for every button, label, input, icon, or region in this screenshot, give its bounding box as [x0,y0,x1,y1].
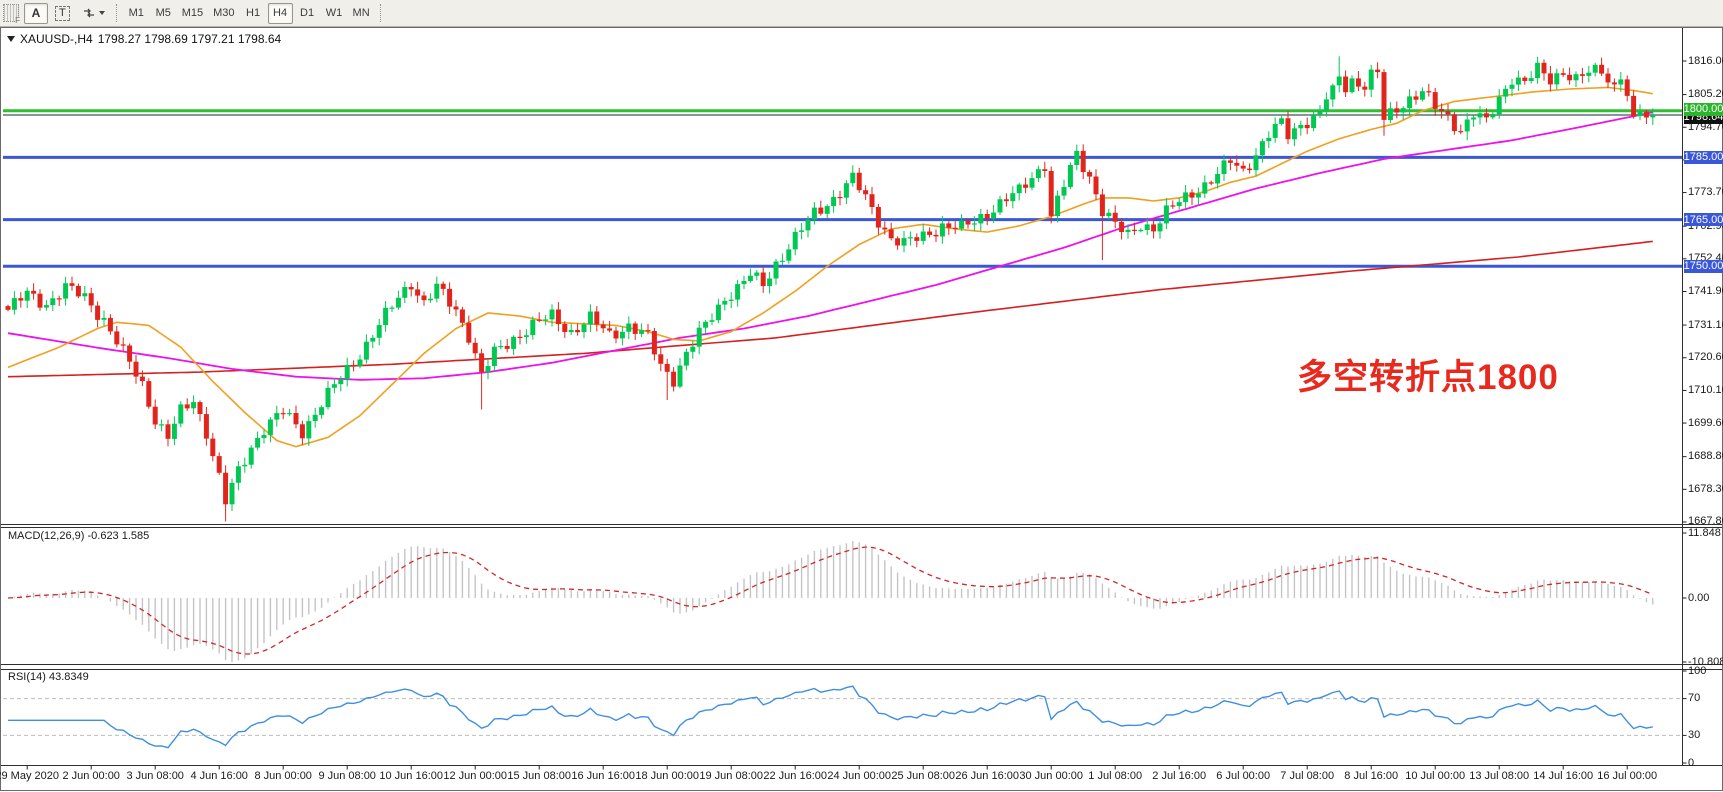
symbol-period-label: XAUUSD-,H4 [20,32,93,46]
time-tick-label[interactable]: 13 Jul 08:00 [1469,769,1530,782]
price-tick-label: 1731.10 [1688,318,1723,331]
time-tick-label[interactable]: 16 Jun 16:00 [571,769,635,782]
annotate-button-label: A [31,6,41,20]
macd-values: -0.623 1.585 [87,530,150,542]
ohlc-values: 1798.27 1798.69 1797.21 1798.64 [97,32,282,46]
time-tick-label[interactable]: 26 Jun 16:00 [955,769,1019,782]
price-tick-label: 1720.60 [1688,351,1723,364]
macd-scale-label: 11.848 [1688,526,1721,539]
timeframe-button-m1[interactable]: M1 [128,7,144,19]
time-tick-label[interactable]: 4 Jun 16:00 [190,769,248,782]
price-tick-label: 1816.00 [1688,54,1723,67]
timeframe-button-h1[interactable]: H1 [246,7,261,19]
timeframe-button-m30[interactable]: M30 [213,7,235,19]
chart-window[interactable]: XAUUSD-,H4 1798.27 1798.69 1797.21 1798.… [0,27,1723,792]
rsi-values: 43.8349 [48,671,89,683]
chart-canvas[interactable] [0,27,1723,792]
time-tick-label[interactable]: 3 Jun 08:00 [126,769,184,782]
toolbar: F A T M1 M5 M15 M30 H1 H4 D1 W1 MN [0,0,1723,27]
rsi-scale-label: 70 [1688,692,1701,705]
time-tick-label[interactable]: 12 Jun 00:00 [443,769,507,782]
cursor-tool-button[interactable] [77,3,110,24]
symbol-dropdown-icon[interactable] [7,36,15,42]
price-label-box-1800-00: 1800.00 [1683,102,1723,116]
price-label-box-1785-00: 1785.00 [1683,150,1723,164]
timeframe-button-d1[interactable]: D1 [300,7,315,19]
text-tool-button[interactable]: T [50,3,75,24]
time-tick-label[interactable]: 7 Jul 08:00 [1280,769,1335,782]
time-tick-label[interactable]: 8 Jun 00:00 [254,769,312,782]
text-tool-label: T [55,5,70,21]
time-tick-label[interactable]: 9 Jun 08:00 [318,769,376,782]
price-label-box-1765-00: 1765.00 [1683,213,1723,227]
toolbar-grip-label: F [15,16,20,25]
time-tick-label[interactable]: 29 May 2020 [0,769,59,782]
rsi-scale-label: 30 [1688,728,1701,741]
macd-title: MACD(12,26,9) [8,530,85,542]
chart-annotation-text: 多空转折点1800 [1297,358,1559,397]
timeframe-button-h4[interactable]: H4 [267,2,293,24]
chevron-down-icon [98,11,105,15]
price-tick-label: 1710.10 [1688,383,1723,396]
toolbar-separator [379,4,382,22]
rsi-scale-label: 100 [1688,664,1707,677]
rsi-indicator-label: RSI(14) 43.8349 [8,671,89,683]
timeframe-button-m15[interactable]: M15 [181,7,204,19]
price-tick-label: 1805.20 [1688,88,1723,101]
price-tick-label: 1741.90 [1688,284,1723,297]
cursor-arrows-icon [83,8,94,18]
time-tick-label[interactable]: 1 Jul 08:00 [1088,769,1143,782]
rsi-scale-label: 0 [1688,756,1695,769]
toolbar-grip-icon[interactable]: F [3,4,20,25]
annotate-button[interactable]: A [24,2,48,24]
time-tick-label[interactable]: 25 Jun 08:00 [891,769,955,782]
time-tick-label[interactable]: 14 Jul 16:00 [1533,769,1594,782]
time-tick-label[interactable]: 22 Jun 16:00 [763,769,827,782]
macd-scale-label: 0.00 [1688,591,1710,604]
price-tick-label: 1773.70 [1688,186,1723,199]
time-tick-label[interactable]: 24 Jun 00:00 [827,769,891,782]
time-tick-label[interactable]: 19 Jun 08:00 [699,769,763,782]
price-tick-label: 1699.60 [1688,416,1723,429]
timeframe-button-m5[interactable]: M5 [155,7,171,19]
time-tick-label[interactable]: 15 Jun 08:00 [507,769,571,782]
symbol-title[interactable]: XAUUSD-,H4 1798.27 1798.69 1797.21 1798.… [7,32,281,46]
time-tick-label[interactable]: 8 Jul 16:00 [1344,769,1399,782]
time-tick-label[interactable]: 10 Jul 00:00 [1405,769,1466,782]
macd-indicator-label: MACD(12,26,9) -0.623 1.585 [8,530,149,542]
timeframe-button-mn[interactable]: MN [352,7,370,19]
price-label-box-1750-00: 1750.00 [1683,259,1723,273]
price-tick-label: 1667.80 [1688,515,1723,528]
time-tick-label[interactable]: 6 Jul 00:00 [1216,769,1271,782]
time-tick-label[interactable]: 18 Jun 00:00 [635,769,699,782]
rsi-title: RSI(14) [8,671,46,683]
timeframe-button-w1[interactable]: W1 [325,7,343,19]
time-tick-label[interactable]: 10 Jun 16:00 [379,769,443,782]
time-tick-label[interactable]: 16 Jul 00:00 [1597,769,1658,782]
toolbar-separator [115,4,118,22]
time-tick-label[interactable]: 2 Jul 16:00 [1152,769,1207,782]
timeframe-group: M1 M5 M15 M30 H1 H4 D1 W1 MN [123,2,375,24]
price-tick-label: 1678.30 [1688,482,1723,495]
macd-scale-label: -10.808 [1688,655,1723,668]
time-tick-label[interactable]: 2 Jun 00:00 [62,769,120,782]
time-tick-label[interactable]: 30 Jun 00:00 [1019,769,1083,782]
price-tick-label: 1688.80 [1688,450,1723,463]
